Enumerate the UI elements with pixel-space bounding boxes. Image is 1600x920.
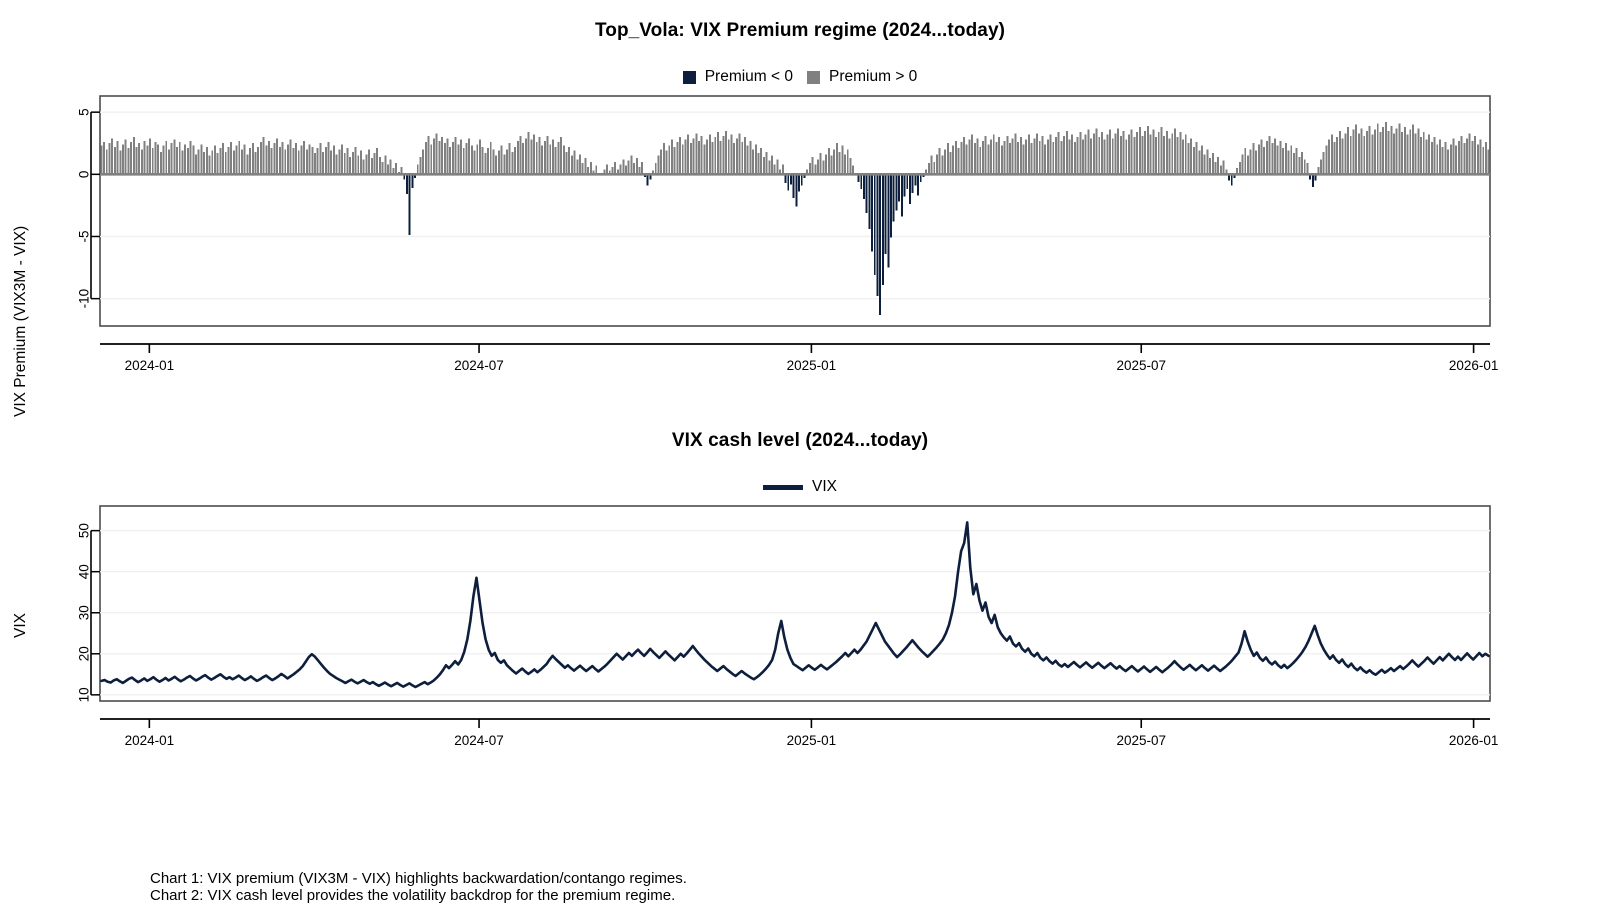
svg-text:0: 0 xyxy=(77,171,92,179)
svg-text:2026-01: 2026-01 xyxy=(1449,733,1499,748)
svg-text:2025-07: 2025-07 xyxy=(1116,733,1166,748)
legend-swatch-premium-positive xyxy=(807,70,820,84)
svg-text:-10: -10 xyxy=(77,289,92,309)
premium-chart-title: Top_Vola: VIX Premium regime (2024...tod… xyxy=(594,20,1006,41)
svg-text:2025-01: 2025-01 xyxy=(787,733,837,748)
chart-caption-line-1: Chart 1: VIX premium (VIX3M - VIX) highl… xyxy=(150,870,687,887)
svg-text:2025-01: 2025-01 xyxy=(787,358,837,373)
premium-plot-svg: 5 0 -5 -10 2024-01 2024-07 2025-01 2025-07 2026-… xyxy=(77,95,1499,373)
vix-chart-block: VIX cash level (2024...today) VIX VIX 10… xyxy=(0,430,1600,761)
chart-caption-line-2: Chart 2: VIX cash level provides the vol… xyxy=(150,887,676,904)
premium-chart-block: Top_Vola: VIX Premium regime (2024...tod… xyxy=(0,20,1600,417)
legend-line-vix xyxy=(763,484,803,490)
legend-swatch-premium-negative xyxy=(682,70,696,84)
legend-entry-vix: VIX xyxy=(763,478,837,496)
svg-text:2024-07: 2024-07 xyxy=(454,733,504,748)
premium-y-axis-title: VIX Premium (VIX3M - VIX) xyxy=(12,225,29,417)
svg-text:40: 40 xyxy=(77,564,92,579)
vix-chart-legend: VIX xyxy=(0,478,1600,496)
svg-text:-5: -5 xyxy=(77,230,92,242)
legend-entry-premium-positive: Premium > 0 xyxy=(807,68,917,86)
svg-text:20: 20 xyxy=(77,646,92,661)
svg-text:2025-07: 2025-07 xyxy=(1116,358,1166,373)
vix-plot-svg: 10 20 30 40 50 2024-01 2024-07 2025-01 2025-07 20… xyxy=(77,505,1499,748)
svg-text:2026-01: 2026-01 xyxy=(1449,358,1499,373)
legend-entry-premium-negative: Premium < 0 xyxy=(682,68,793,86)
svg-text:50: 50 xyxy=(77,523,92,538)
legend-label-vix: VIX xyxy=(812,478,837,495)
legend-label-premium-positive: Premium > 0 xyxy=(829,68,918,85)
premium-chart-legend: Premium < 0 Premium > 0 xyxy=(0,68,1600,86)
svg-text:30: 30 xyxy=(77,605,92,620)
vix-y-axis-title: VIX xyxy=(12,613,29,639)
vix-plot-wrap: VIX 10 20 30 40 50 2024-01 2024-07 2025-01 2025-… xyxy=(0,496,1600,761)
svg-text:2024-01: 2024-01 xyxy=(125,358,175,373)
legend-label-premium-negative: Premium < 0 xyxy=(704,68,793,85)
premium-plot-wrap: VIX Premium (VIX3M - VIX) 5 0 -5 -10 2024-01… xyxy=(0,86,1600,417)
svg-text:5: 5 xyxy=(77,108,92,116)
vix-chart-title: VIX cash level (2024...today) xyxy=(671,430,929,451)
svg-text:10: 10 xyxy=(77,687,92,702)
svg-text:2024-07: 2024-07 xyxy=(454,358,504,373)
svg-text:2024-01: 2024-01 xyxy=(125,733,175,748)
